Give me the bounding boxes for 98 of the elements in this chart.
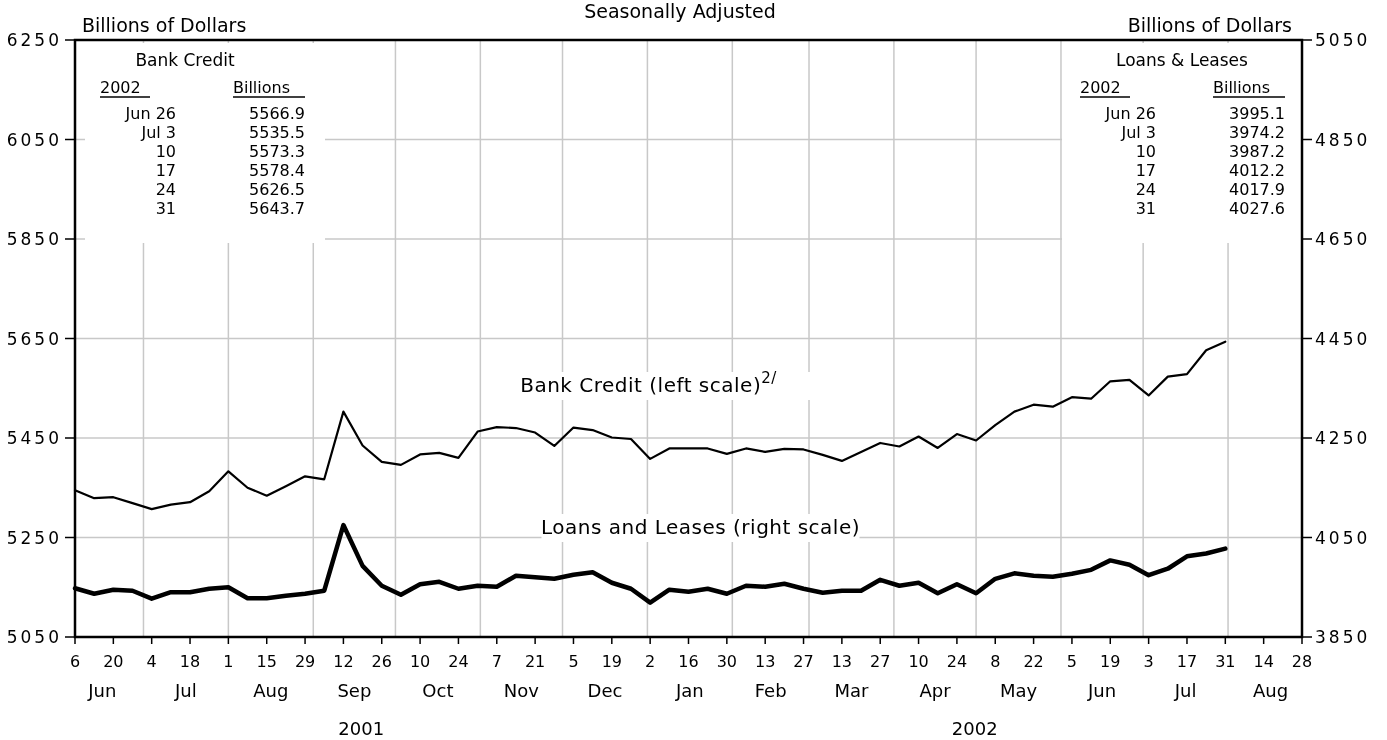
x-tick-label: 30: [716, 652, 738, 671]
annotation: 5578.4: [249, 161, 305, 180]
x-tick-label: 1: [223, 652, 234, 671]
annotation: 5566.9: [249, 104, 305, 123]
x-tick-label: 21: [524, 652, 546, 671]
annotation: 31: [1135, 199, 1156, 218]
annotation: Jul 3: [1120, 123, 1156, 142]
y2-tick-label: 4050: [1315, 527, 1371, 548]
text: Nov: [503, 680, 540, 701]
y2-tick-label: 4250: [1315, 428, 1371, 448]
y2-tick-label: 4850: [1315, 129, 1371, 150]
x-tick-label: 8: [990, 652, 1001, 671]
annotation: 4017.9: [1229, 180, 1285, 199]
annotation: 24: [1135, 180, 1156, 199]
annotation: 24: [155, 180, 176, 199]
text: Oct: [422, 680, 454, 701]
annotation: Jul 3: [140, 123, 176, 142]
annotation: Bank Credit: [135, 50, 235, 70]
text: Sep: [337, 680, 372, 701]
text: Aug: [253, 680, 289, 701]
x-tick-label: 24: [448, 652, 469, 671]
annotation: 10: [155, 142, 176, 161]
x-tick-label: 29: [294, 652, 316, 671]
x-tick-label: 19: [601, 652, 622, 671]
x-tick-label: 16: [678, 652, 699, 671]
y-axis-title: Billions of Dollars: [82, 14, 247, 36]
y2-tick-label: 3850: [1315, 627, 1371, 647]
text: Feb: [754, 680, 787, 701]
annotation: Loans & Leases: [1116, 50, 1249, 70]
y-tick-label: 5250: [6, 527, 62, 548]
text: 2001: [338, 718, 385, 739]
y2-tick-label: 5050: [1315, 30, 1371, 50]
x-tick-label: 7: [491, 652, 502, 671]
x-tick-label: 14: [1253, 652, 1274, 671]
annotation: 17: [1135, 161, 1156, 180]
x-tick-label: 10: [409, 652, 431, 671]
annotation: Jun 26: [124, 104, 176, 123]
x-tick-label: 31: [1215, 652, 1236, 671]
text: Jul: [1173, 680, 1197, 701]
x-tick-label: 12: [333, 652, 354, 671]
x-tick-label: 17: [1176, 652, 1198, 671]
x-tick-label: 20: [103, 652, 124, 671]
text: Jun: [87, 680, 117, 701]
text: 2002: [951, 718, 998, 739]
annotation: 5643.7: [249, 199, 305, 218]
x-tick-label: 5: [1066, 652, 1078, 671]
x-tick-label: 18: [179, 652, 201, 671]
x-tick-label: 10: [908, 652, 929, 671]
text: Mar: [834, 680, 870, 701]
y-tick-label: 5450: [6, 428, 62, 448]
annotation: 4027.6: [1229, 199, 1285, 218]
annotation: Bank Credit (left scale)$^{2/}$: [520, 369, 778, 397]
y2-tick-label: 4650: [1315, 229, 1371, 249]
y-tick-label: 5650: [6, 328, 62, 349]
annotation: 4012.2: [1229, 161, 1285, 180]
y-tick-label: 6050: [6, 129, 62, 150]
text: Jan: [674, 680, 704, 701]
annotation: 17: [155, 161, 176, 180]
x-tick-label: 24: [946, 652, 968, 671]
x-tick-label: 13: [755, 652, 776, 671]
x-tick-label: 2: [645, 652, 656, 671]
text: Jun: [1087, 680, 1117, 701]
x-tick-label: 27: [870, 652, 891, 671]
annotation: 3974.2: [1229, 123, 1285, 142]
text: Apr: [919, 680, 952, 701]
text: May: [999, 680, 1038, 701]
text: Aug: [1252, 680, 1289, 701]
chart-title: Seasonally Adjusted: [584, 0, 776, 22]
annotation: 5535.5: [249, 123, 305, 142]
annotation: Billions: [1213, 78, 1271, 97]
x-tick-label: 22: [1023, 652, 1044, 671]
x-tick-label: 26: [371, 652, 392, 671]
x-tick-label: 4: [146, 652, 157, 671]
annotation: 3995.1: [1229, 104, 1285, 123]
y2-axis-title: Billions of Dollars: [1127, 14, 1292, 36]
x-tick-label: 19: [1100, 652, 1121, 671]
x-tick-label: 15: [256, 652, 277, 671]
x-tick-label: 28: [1291, 652, 1313, 671]
y2-tick-label: 4450: [1315, 328, 1371, 349]
annotation: 2002: [1080, 78, 1121, 97]
annotation: Billions: [233, 78, 291, 97]
x-tick-label: 3: [1143, 652, 1154, 671]
y-tick-label: 5850: [6, 229, 62, 249]
annotation: 3987.2: [1229, 142, 1285, 161]
x-tick-label: 6: [69, 652, 81, 671]
annotation: 5573.3: [249, 142, 305, 161]
annotation: 2002: [100, 78, 141, 97]
x-tick-label: 27: [793, 652, 814, 671]
annotation: Jun 26: [1104, 104, 1156, 123]
x-tick-label: 13: [831, 652, 853, 671]
x-tick-label: 5: [568, 652, 579, 671]
annotation: 31: [155, 199, 176, 218]
y-tick-label: 6250: [6, 30, 62, 50]
text: Dec: [587, 680, 623, 701]
y-tick-label: 5050: [6, 627, 62, 647]
annotation: 5626.5: [249, 180, 305, 199]
annotation: 10: [1135, 142, 1156, 161]
text: Jul: [174, 680, 197, 701]
